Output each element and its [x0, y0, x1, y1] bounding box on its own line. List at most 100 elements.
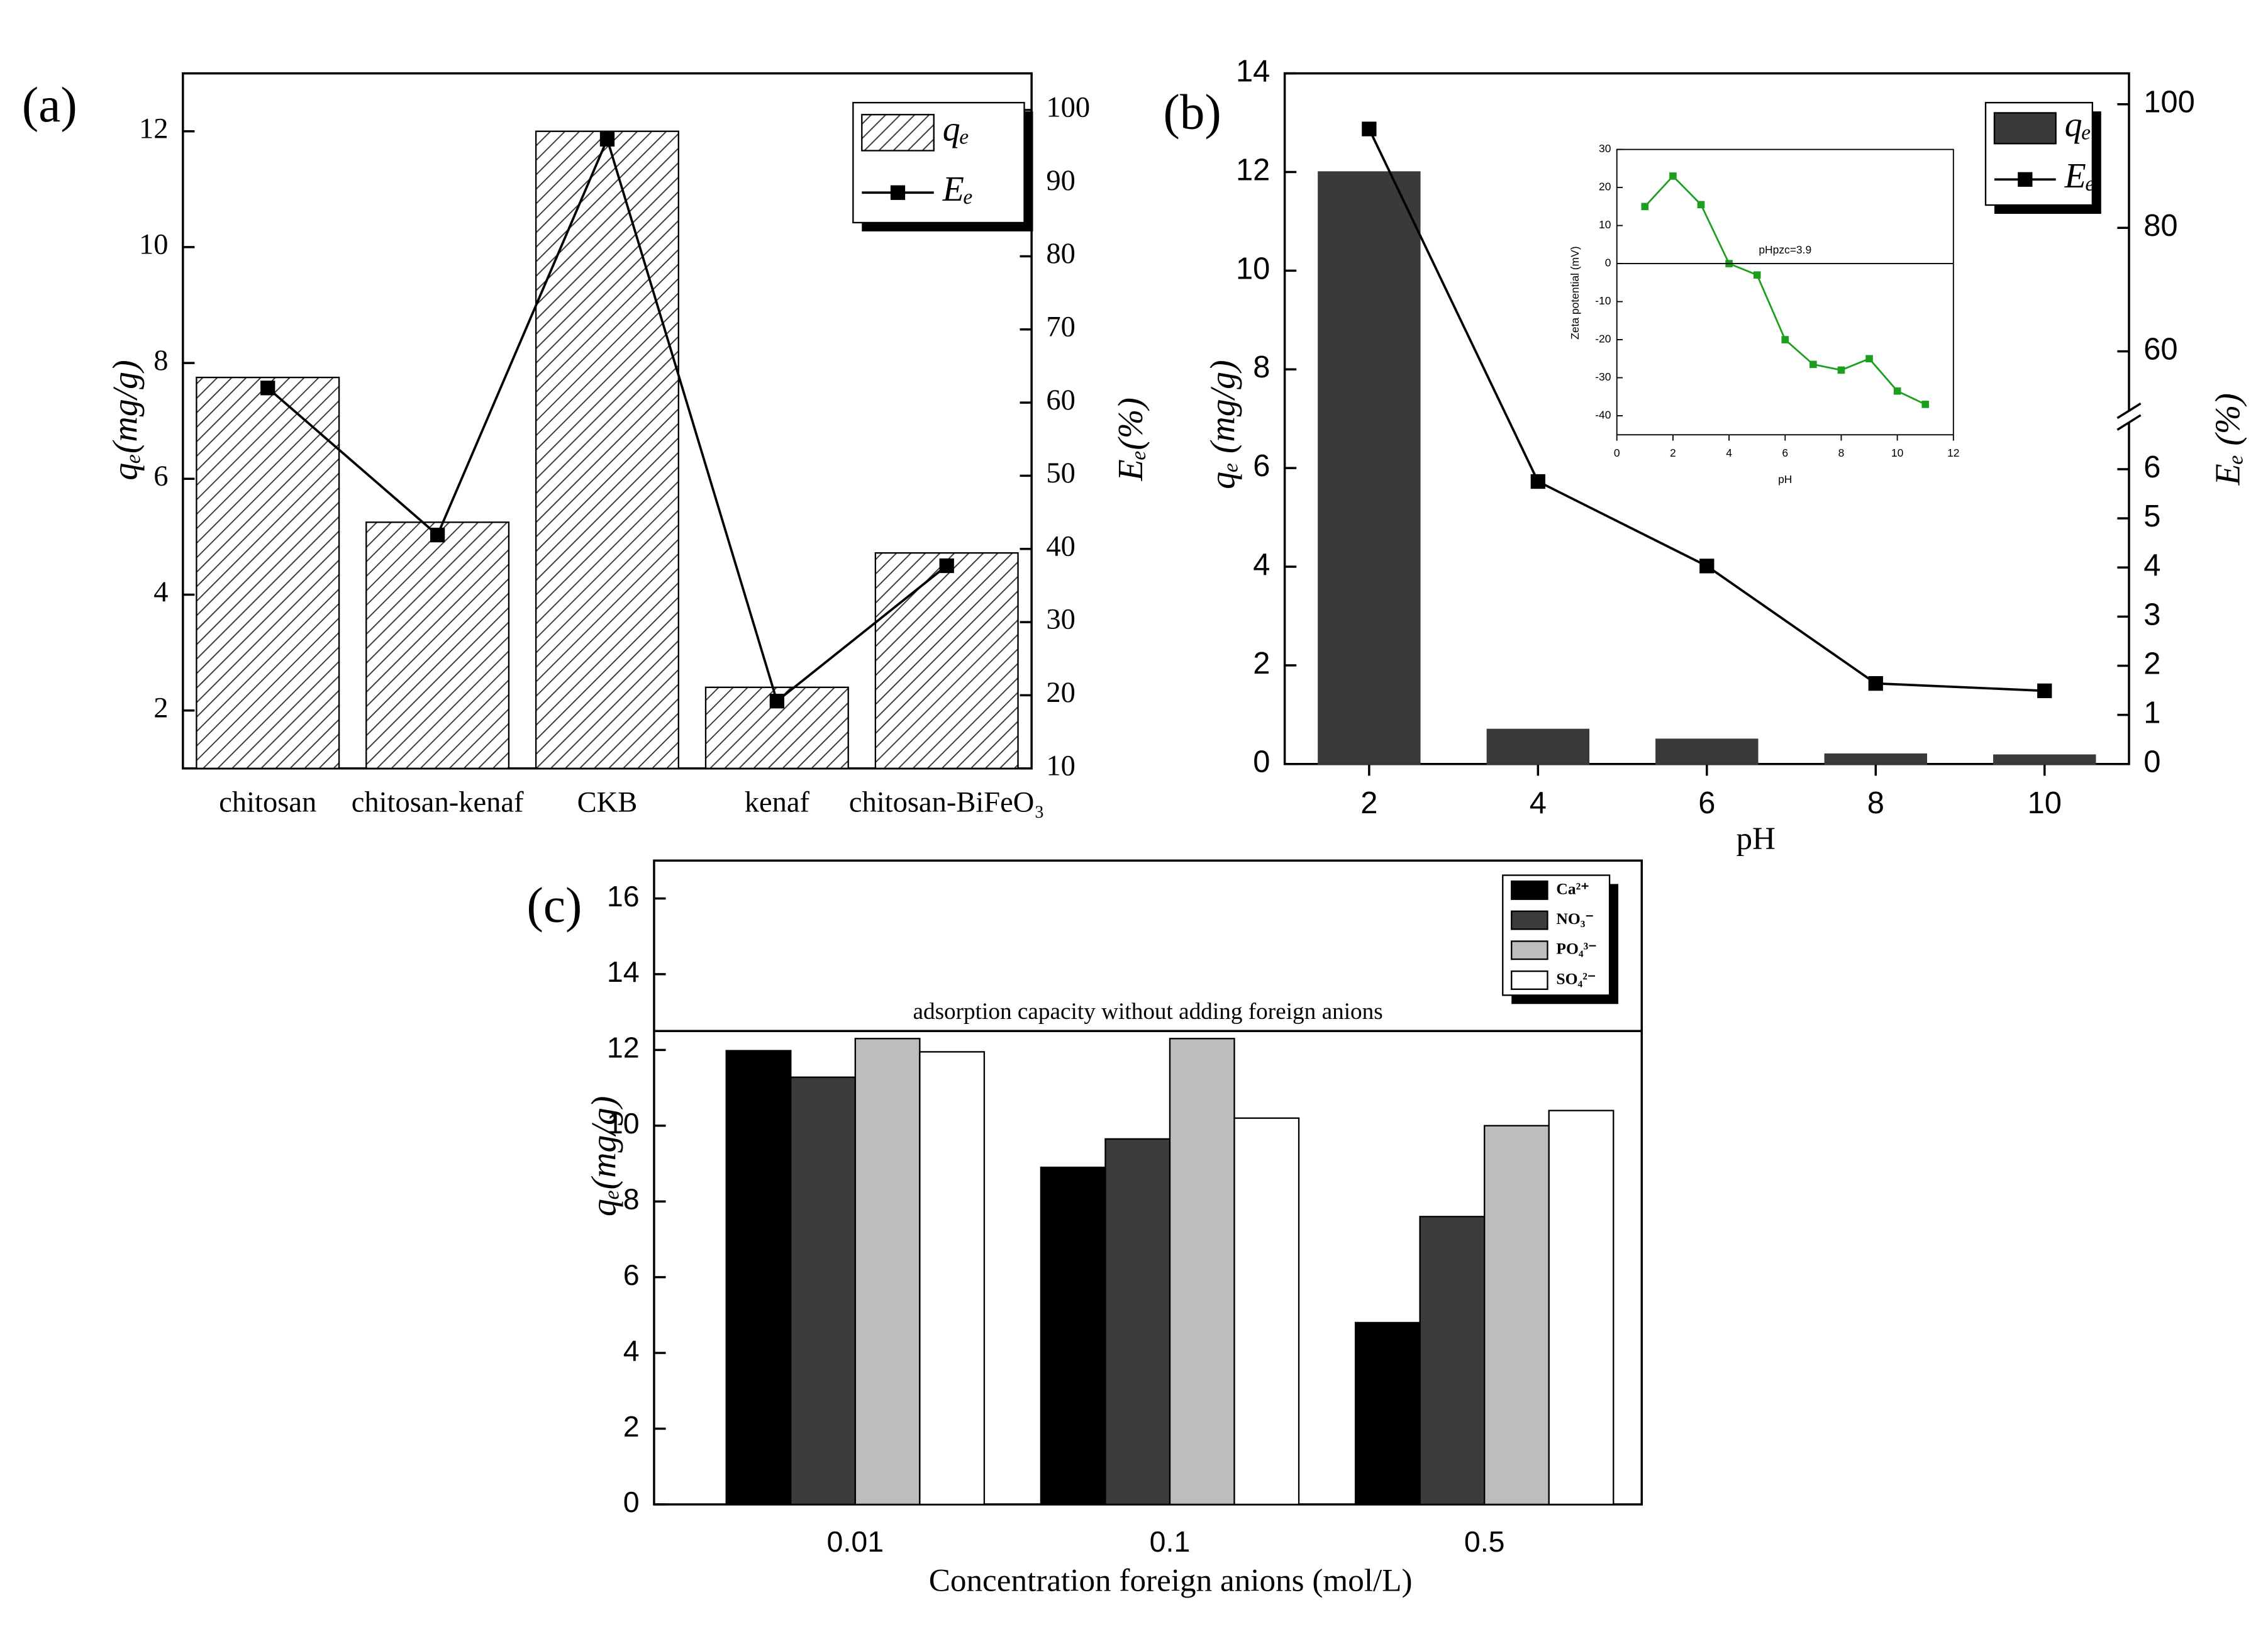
panel-label: (a)	[22, 78, 77, 133]
y-tick-label: 6	[1253, 449, 1270, 483]
x-tick-label: 0.5	[1464, 1525, 1505, 1558]
legend-label: Eₑ	[942, 170, 974, 209]
bar	[1104, 1138, 1171, 1506]
y2-tick-label: 20	[1046, 677, 1076, 709]
reference-label: adsorption capacity without adding forei…	[913, 999, 1382, 1025]
y-tick-label: 0	[1605, 257, 1611, 269]
bar	[1354, 1321, 1421, 1506]
legend-swatch	[1511, 940, 1548, 960]
marker	[1641, 203, 1649, 211]
bar	[196, 376, 340, 769]
bar	[854, 1038, 921, 1506]
legend-swatch	[1993, 112, 2057, 145]
y-tick-label: 30	[1599, 142, 1611, 155]
y-axis-label: qₑ (mg/g)	[1203, 360, 1242, 489]
legend-marker	[890, 185, 906, 200]
x-tick-label: 0.1	[1150, 1525, 1191, 1558]
x-tick-label: chitosan	[219, 787, 316, 819]
legend-label: qₑ	[943, 110, 970, 149]
x-tick-label: 10	[1891, 447, 1904, 459]
legend-label: SO₄²⁻	[1556, 969, 1596, 987]
legend-marker	[2018, 172, 2033, 187]
x-tick-label: 0.01	[827, 1525, 884, 1558]
legend-swatch	[861, 114, 935, 152]
bar	[365, 521, 510, 769]
marker	[260, 381, 275, 396]
y-tick-label: 8	[623, 1182, 640, 1215]
y-tick-label: -20	[1595, 333, 1611, 345]
y2-tick-label: 80	[1046, 238, 1076, 270]
axis-break-gap	[2125, 411, 2133, 423]
y-tick-label: 10	[1236, 252, 1270, 286]
y-tick-label: -30	[1595, 370, 1611, 383]
axis-break	[2116, 414, 2142, 431]
bar	[1484, 1125, 1550, 1506]
bar	[1655, 738, 1759, 765]
y-tick-label: 12	[1236, 153, 1270, 187]
marker	[1362, 121, 1377, 136]
y-tick-label: 4	[153, 576, 168, 608]
bar	[1233, 1117, 1300, 1506]
y-tick-label: 0	[1253, 745, 1270, 779]
y-tick-label: 4	[1253, 548, 1270, 582]
y-tick-label: 4	[623, 1334, 640, 1367]
y-tick-label: 12	[139, 113, 169, 145]
y2-tick-label: 100	[1046, 91, 1090, 123]
x-tick-label: 12	[1947, 447, 1959, 459]
x-tick-label: 10	[2028, 786, 2062, 820]
bar	[1548, 1109, 1615, 1506]
x-tick-label: 4	[1726, 447, 1732, 459]
bar	[1824, 753, 1927, 765]
y2-tick-label: 60	[2143, 333, 2177, 367]
marker	[1809, 360, 1817, 369]
y-axis-label: qₑ(mg/g)	[106, 360, 145, 480]
y-tick-label: 2	[1253, 647, 1270, 681]
bar	[1169, 1038, 1235, 1506]
axis-break	[2116, 402, 2142, 420]
x-axis-label: pH	[1736, 821, 1776, 857]
y2-tick-label: 0	[2143, 745, 2160, 779]
marker	[1781, 336, 1789, 343]
legend-label: qₑ	[2065, 106, 2092, 145]
bar	[1993, 754, 2096, 765]
bar	[790, 1076, 856, 1506]
y2-tick-label: 5	[2143, 499, 2160, 533]
y-tick-label: -40	[1595, 409, 1611, 421]
marker	[769, 694, 784, 709]
marker	[599, 131, 615, 147]
x-tick-label: 8	[1838, 447, 1845, 459]
y2-axis-label: Eₑ(%)	[1111, 398, 1150, 481]
legend-swatch	[1511, 880, 1548, 900]
panel-label: (c)	[527, 879, 582, 933]
x-tick-label: chitosan-BiFeO₃	[849, 787, 1045, 819]
y-tick-label: 6	[153, 460, 168, 492]
y-tick-label: 16	[607, 880, 640, 913]
bar	[1318, 171, 1421, 765]
marker	[1753, 271, 1761, 279]
y-tick-label: 10	[1599, 218, 1611, 231]
marker	[2037, 683, 2052, 698]
y2-tick-label: 30	[1046, 604, 1076, 636]
y-tick-label: 20	[1599, 181, 1611, 193]
legend-label: Ca²⁺	[1556, 879, 1589, 898]
x-tick-label: 0	[1614, 447, 1620, 459]
y-tick-label: 14	[1236, 55, 1270, 89]
marker	[1868, 676, 1883, 691]
y2-tick-label: 50	[1046, 457, 1076, 489]
y2-tick-label: 90	[1046, 165, 1076, 197]
y-tick-label: 14	[607, 955, 640, 988]
y-tick-label: 12	[607, 1031, 640, 1064]
y2-tick-label: 70	[1046, 311, 1076, 343]
y2-tick-label: 3	[2143, 598, 2160, 631]
x-tick-label: 8	[1867, 786, 1884, 820]
y-tick-label: 2	[153, 692, 168, 724]
annotation: pHpzc=3.9	[1759, 243, 1811, 256]
y2-tick-label: 60	[1046, 384, 1076, 416]
legend-label: NO₃⁻	[1556, 909, 1594, 928]
x-tick-label: 2	[1360, 786, 1377, 820]
y2-tick-label: 100	[2143, 86, 2194, 120]
y2-tick-label: 80	[2143, 209, 2177, 243]
bar	[919, 1051, 986, 1506]
